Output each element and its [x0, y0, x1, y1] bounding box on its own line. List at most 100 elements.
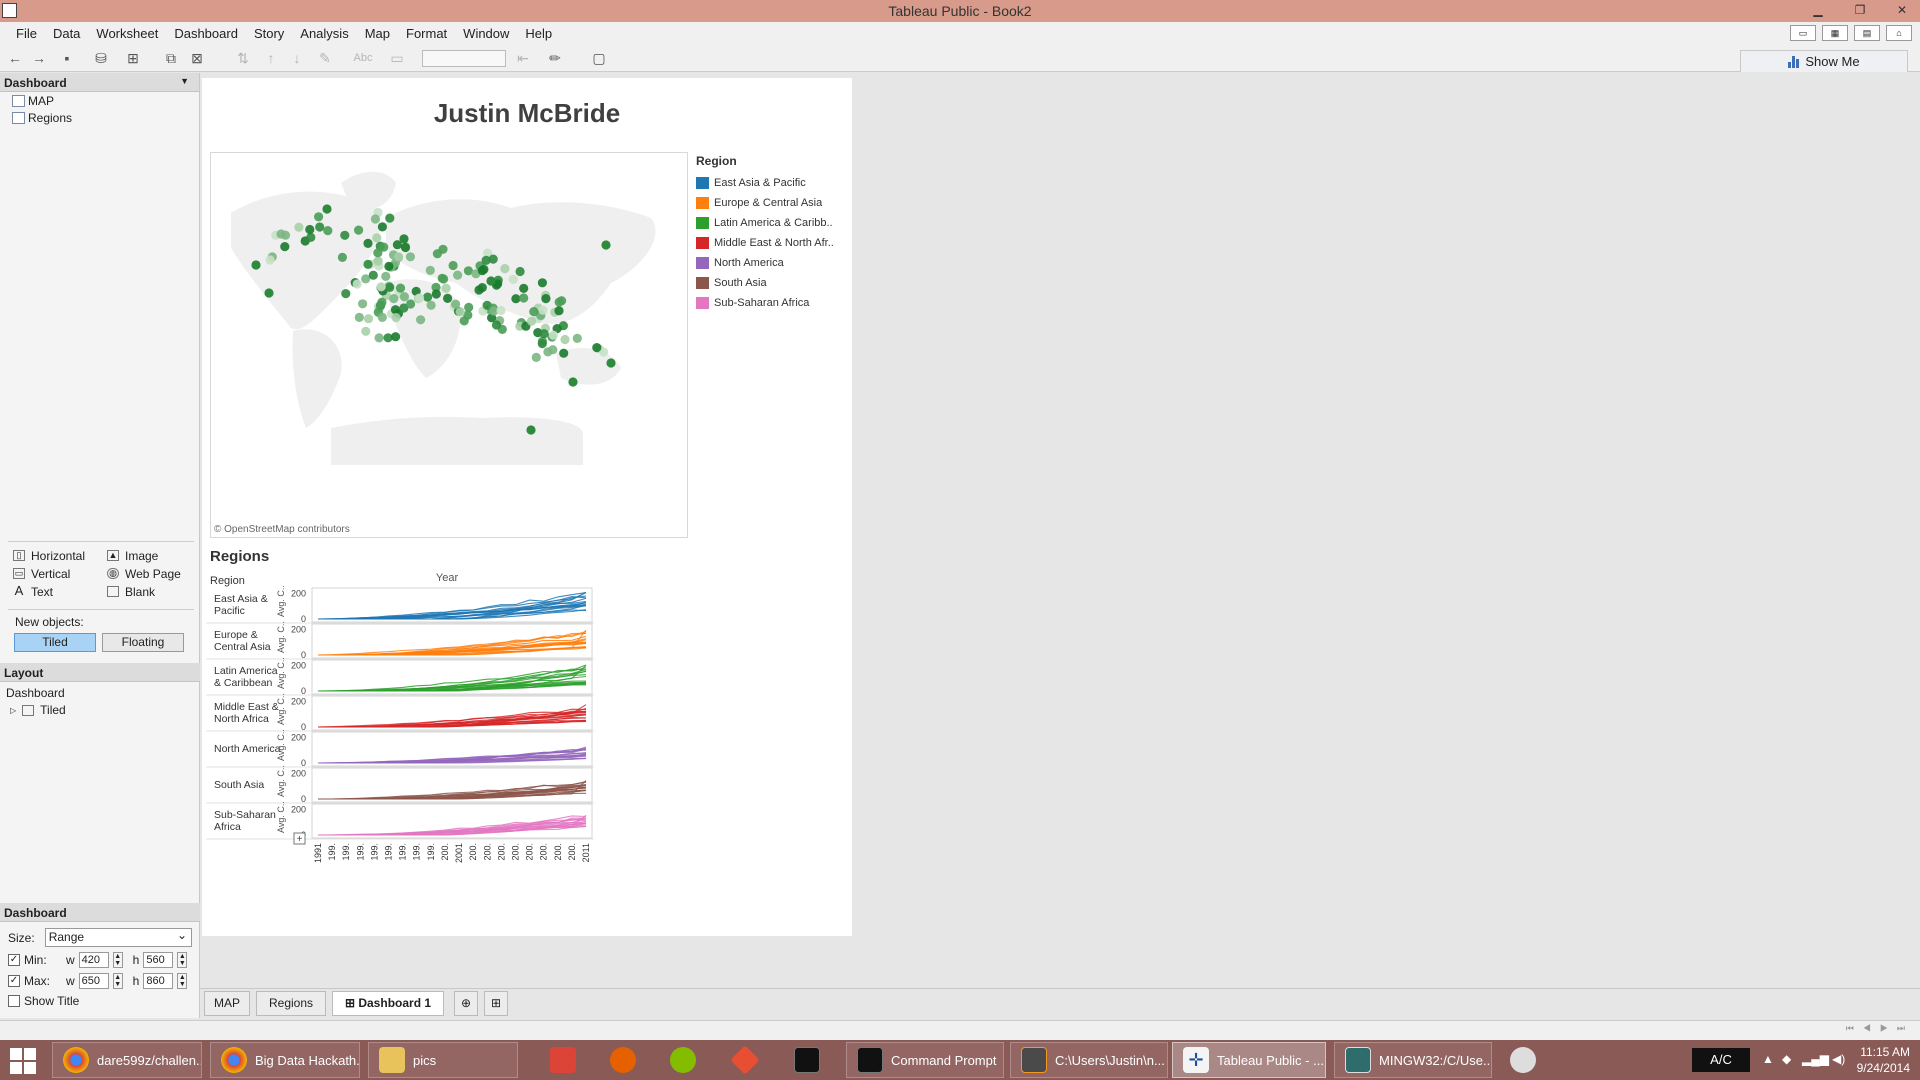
country-dot-162[interactable]	[489, 306, 499, 316]
tableau-app-icon[interactable]	[2, 3, 17, 18]
country-dot-77[interactable]	[425, 265, 435, 275]
country-dot-119[interactable]	[488, 254, 498, 264]
country-dot-110[interactable]	[437, 273, 447, 283]
expand-icon[interactable]: ▷	[10, 705, 17, 715]
country-dot-124[interactable]	[479, 264, 489, 274]
country-dot-170[interactable]	[251, 260, 261, 270]
country-dot-9[interactable]	[276, 229, 286, 239]
country-dot-10[interactable]	[315, 222, 325, 232]
max-width-spinner[interactable]: ▲ ▼	[112, 973, 123, 989]
country-dot-149[interactable]	[548, 330, 558, 340]
menu-window[interactable]: Window	[463, 25, 510, 41]
country-dot-79[interactable]	[384, 261, 394, 271]
country-dot-74[interactable]	[373, 248, 383, 258]
country-dot-66[interactable]	[385, 213, 395, 223]
min-width-input[interactable]: 420	[78, 952, 109, 968]
legend-item-north-america[interactable]: North America	[696, 253, 846, 273]
menu-format[interactable]: Format	[406, 25, 448, 41]
country-dot-135[interactable]	[519, 293, 529, 303]
presentation-icon[interactable]: ▢	[592, 50, 606, 66]
restore-icon[interactable]: ❐	[1854, 3, 1866, 17]
max-height-spinner[interactable]: ▲ ▼	[177, 973, 188, 989]
sheet-sorter-icon[interactable]: ▦	[1822, 25, 1848, 41]
show-hidden-icons-icon[interactable]: ▲	[1762, 1052, 1774, 1066]
min-checkbox[interactable]: ✓	[8, 954, 20, 966]
country-dot-168[interactable]	[322, 204, 332, 214]
country-dot-96[interactable]	[443, 293, 453, 303]
country-dot-117[interactable]	[537, 278, 547, 288]
country-dot-73[interactable]	[399, 292, 409, 302]
country-dot-39[interactable]	[391, 332, 401, 342]
country-dot-89[interactable]	[416, 315, 426, 325]
country-dot-165[interactable]	[491, 320, 502, 330]
min-height-input[interactable]: 560	[143, 952, 174, 968]
country-dot-12[interactable]	[305, 224, 315, 235]
legend-item-middle-east[interactable]: Middle East & North Afr..	[696, 233, 846, 253]
min-width-spinner[interactable]: ▲ ▼	[112, 952, 123, 968]
menu-dashboard[interactable]: Dashboard	[174, 25, 238, 41]
country-dot-121[interactable]	[508, 274, 518, 284]
max-height-input[interactable]: 860	[143, 973, 174, 989]
minimize-icon[interactable]: ▁	[1813, 3, 1823, 17]
min-height-spinner[interactable]: ▲ ▼	[177, 952, 188, 968]
country-dot-145[interactable]	[572, 333, 582, 343]
country-dot-88[interactable]	[423, 292, 433, 302]
country-dot-70[interactable]	[385, 282, 395, 292]
max-checkbox[interactable]: ✓	[8, 975, 20, 987]
country-dot-5[interactable]	[280, 242, 290, 252]
country-dot-30[interactable]	[354, 312, 364, 322]
volume-icon[interactable]: ◀)	[1832, 1052, 1846, 1066]
country-dot-171[interactable]	[264, 288, 274, 298]
new-worksheet-icon[interactable]: ⊞	[127, 50, 139, 66]
floating-toggle[interactable]: Floating	[102, 633, 184, 652]
country-dot-148[interactable]	[531, 352, 541, 362]
country-dot-104[interactable]	[463, 266, 473, 276]
country-dot-112[interactable]	[483, 248, 493, 258]
clear-sheet-icon[interactable]: ⊠	[191, 50, 203, 66]
taskbar-snipping-tool[interactable]	[1500, 1042, 1550, 1078]
country-dot-7[interactable]	[265, 255, 275, 265]
save-icon[interactable]: ▪	[64, 50, 70, 66]
country-dot-28[interactable]	[363, 314, 374, 324]
country-dot-166[interactable]	[529, 307, 539, 317]
country-dot-3[interactable]	[294, 222, 304, 232]
taskbar-console[interactable]	[784, 1042, 830, 1078]
show-title-checkbox[interactable]	[8, 995, 20, 1007]
country-dot-175[interactable]	[606, 358, 616, 368]
object-web-page[interactable]: ◍ Web Page	[102, 566, 196, 581]
taskbar-firefox[interactable]	[600, 1042, 646, 1078]
country-dot-108[interactable]	[431, 282, 441, 292]
menu-story[interactable]: Story	[253, 25, 285, 41]
legend-item-east-asia[interactable]: East Asia & Pacific	[696, 173, 846, 193]
country-dot-13[interactable]	[323, 226, 333, 236]
sheet-item-map[interactable]: MAP	[0, 92, 199, 109]
country-dot-150[interactable]	[548, 345, 558, 355]
layout-root[interactable]: Dashboard	[6, 686, 65, 700]
taskbar-sublime[interactable]: C:\Users\Justin\n...	[1010, 1042, 1168, 1078]
show-me-button[interactable]: Show Me	[1740, 50, 1908, 72]
object-horizontal[interactable]: ▯ Horizontal	[8, 548, 102, 563]
duplicate-sheet-icon[interactable]: ⧉	[166, 50, 176, 66]
country-dot-101[interactable]	[448, 260, 458, 271]
country-dot-52[interactable]	[389, 294, 399, 304]
taskbar-mingw[interactable]: MINGW32:/C/Use...	[1334, 1042, 1492, 1078]
country-dot-19[interactable]	[361, 274, 371, 284]
country-dot-160[interactable]	[538, 305, 548, 315]
start-page-icon[interactable]: ⌂	[1886, 25, 1912, 41]
new-dashboard-tab-icon[interactable]: ⊞	[484, 991, 508, 1016]
country-dot-36[interactable]	[383, 333, 393, 343]
sort-ascending-icon[interactable]: ↑	[267, 50, 275, 66]
taskbar-gmail[interactable]	[540, 1042, 586, 1078]
taskbar-clock[interactable]: 11:15 AM 9/24/2014	[1857, 1044, 1910, 1076]
country-dot-44[interactable]	[395, 283, 406, 293]
country-dot-11[interactable]	[340, 230, 350, 240]
legend-item-sub-saharan[interactable]: Sub-Saharan Africa	[696, 293, 846, 313]
windows-start-icon[interactable]	[10, 1048, 36, 1074]
country-dot-4[interactable]	[314, 212, 324, 222]
tab-map[interactable]: MAP	[204, 991, 250, 1016]
pen-icon[interactable]: ✏	[549, 50, 561, 66]
country-dot-109[interactable]	[431, 289, 441, 299]
country-dot-26[interactable]	[381, 271, 391, 281]
expand-axis-icon[interactable]	[293, 832, 306, 845]
layout-tiled-node[interactable]: ▷ Tiled	[6, 703, 194, 717]
